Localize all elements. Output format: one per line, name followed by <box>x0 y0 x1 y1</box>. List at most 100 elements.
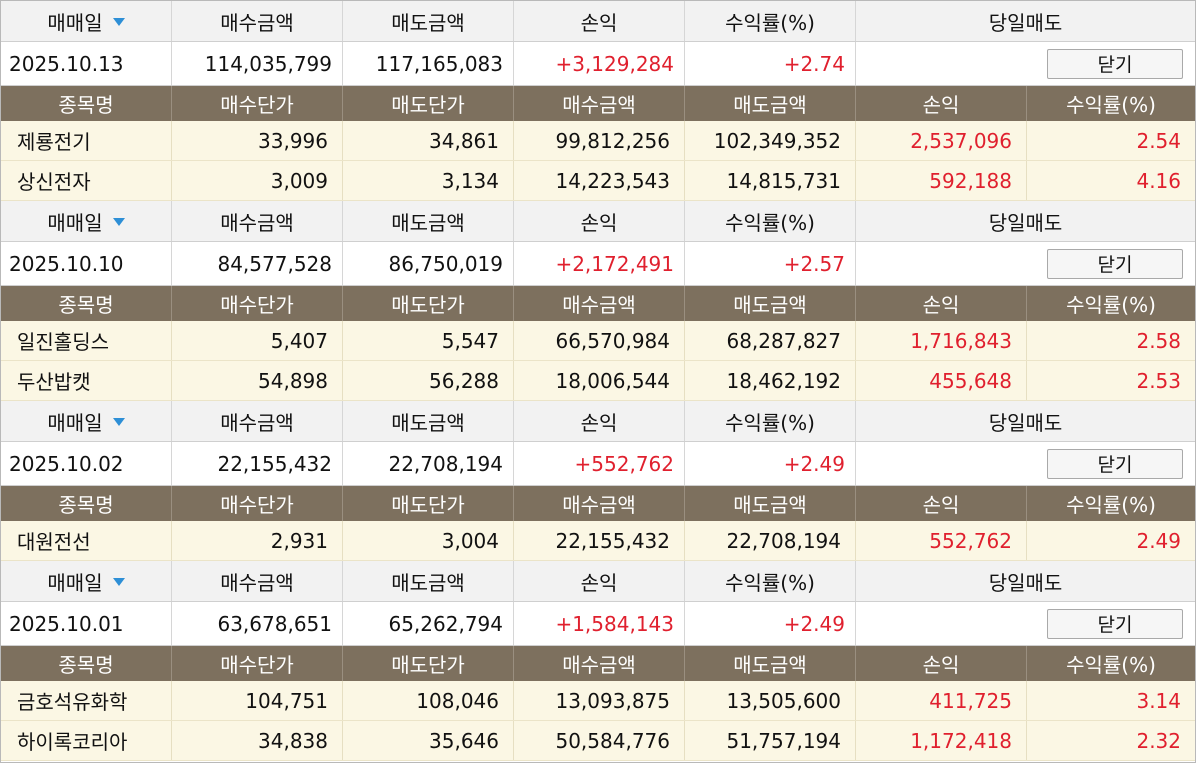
item-pnl: 455,648 <box>856 361 1027 400</box>
buy-price: 3,009 <box>172 161 343 200</box>
item-buy-amount: 66,570,984 <box>514 321 685 360</box>
buy-price-header: 매수단가 <box>172 286 343 321</box>
total-sell-amount: 86,750,019 <box>343 242 514 285</box>
total-return-pct: +2.74 <box>685 42 856 85</box>
sell-price-header: 매도단가 <box>343 86 514 121</box>
total-buy-amount: 84,577,528 <box>172 242 343 285</box>
buy-price: 33,996 <box>172 121 343 160</box>
stock-name: 상신전자 <box>1 161 172 200</box>
close-button[interactable]: 닫기 <box>1047 608 1183 639</box>
item-sell-amount: 13,505,600 <box>685 681 856 720</box>
item-pnl: 411,725 <box>856 681 1027 720</box>
buy-amount-header: 매수금액 <box>172 561 343 601</box>
item-pnl: 1,172,418 <box>856 721 1027 760</box>
total-pnl: +1,584,143 <box>514 602 685 645</box>
item-return-pct: 2.54 <box>1136 128 1181 153</box>
buy-price: 34,838 <box>172 721 343 760</box>
sell-amount-header: 매도금액 <box>343 1 514 41</box>
total-buy-amount: 63,678,651 <box>172 602 343 645</box>
same-day-sell-header: 당일매도 <box>988 570 1063 595</box>
total-pnl: +3,129,284 <box>514 42 685 85</box>
total-pnl: +2,172,491 <box>514 242 685 285</box>
item-pnl-header: 손익 <box>856 486 1027 521</box>
close-button[interactable]: 닫기 <box>1047 48 1183 79</box>
trade-date-header[interactable]: 매매일 <box>1 1 172 41</box>
trade-date-header-label: 매매일 <box>47 570 103 595</box>
stock-row[interactable]: 일진홀딩스 5,407 5,547 66,570,984 68,287,827 … <box>1 321 1195 361</box>
total-sell-amount: 65,262,794 <box>343 602 514 645</box>
buy-amount-header: 매수금액 <box>172 1 343 41</box>
sort-down-icon[interactable] <box>112 578 125 586</box>
sell-price: 5,547 <box>343 321 514 360</box>
summary-header-row: 매매일 매수금액 매도금액 손익 수익률(%) 당일매도 <box>1 201 1195 242</box>
close-button[interactable]: 닫기 <box>1047 248 1183 279</box>
stock-name: 제룡전기 <box>1 121 172 160</box>
stock-name: 하이록코리아 <box>1 721 172 760</box>
detail-header-row: 종목명 매수단가 매도단가 매수금액 매도금액 손익 수익률(%) <box>1 286 1195 321</box>
sort-down-icon[interactable] <box>112 18 125 26</box>
stock-row[interactable]: 금호석유화학 104,751 108,046 13,093,875 13,505… <box>1 681 1195 721</box>
close-button-cell: 닫기 <box>856 602 1195 645</box>
buy-amount-header: 매수금액 <box>172 401 343 441</box>
stock-name-header: 종목명 <box>1 286 172 321</box>
item-return-pct: 4.16 <box>1136 168 1181 193</box>
item-pnl: 2,537,096 <box>856 121 1027 160</box>
item-buy-amount: 22,155,432 <box>514 521 685 560</box>
stock-row[interactable]: 하이록코리아 34,838 35,646 50,584,776 51,757,1… <box>1 721 1195 761</box>
trade-date-header[interactable]: 매매일 <box>1 401 172 441</box>
return-pct-header: 수익률(%) <box>685 201 856 241</box>
stock-name: 대원전선 <box>1 521 172 560</box>
summary-header-row: 매매일 매수금액 매도금액 손익 수익률(%) 당일매도 <box>1 1 1195 42</box>
item-buy-amount: 13,093,875 <box>514 681 685 720</box>
item-return-pct: 3.14 <box>1136 688 1181 713</box>
buy-price-header: 매수단가 <box>172 646 343 681</box>
item-sell-amount: 68,287,827 <box>685 321 856 360</box>
item-pnl-header: 손익 <box>856 86 1027 121</box>
pnl-header: 손익 <box>514 561 685 601</box>
close-button[interactable]: 닫기 <box>1047 448 1183 479</box>
stock-row[interactable]: 제룡전기 33,996 34,861 99,812,256 102,349,35… <box>1 121 1195 161</box>
stock-row[interactable]: 대원전선 2,931 3,004 22,155,432 22,708,194 5… <box>1 521 1195 561</box>
stock-items: 대원전선 2,931 3,004 22,155,432 22,708,194 5… <box>1 521 1195 561</box>
sell-amount-header: 매도금액 <box>343 401 514 441</box>
stock-name-header: 종목명 <box>1 486 172 521</box>
return-pct-header: 수익률(%) <box>685 561 856 601</box>
sort-down-icon[interactable] <box>112 218 125 226</box>
total-pnl: +552,762 <box>514 442 685 485</box>
stock-items: 제룡전기 33,996 34,861 99,812,256 102,349,35… <box>1 121 1195 201</box>
buy-price: 54,898 <box>172 361 343 400</box>
detail-header-row: 종목명 매수단가 매도단가 매수금액 매도금액 손익 수익률(%) <box>1 646 1195 681</box>
summary-header-row: 매매일 매수금액 매도금액 손익 수익률(%) 당일매도 <box>1 561 1195 602</box>
sell-price: 3,004 <box>343 521 514 560</box>
trade-date-header-label: 매매일 <box>47 10 103 35</box>
pnl-header: 손익 <box>514 401 685 441</box>
stock-row[interactable]: 두산밥캣 54,898 56,288 18,006,544 18,462,192… <box>1 361 1195 401</box>
trade-date-header[interactable]: 매매일 <box>1 561 172 601</box>
stock-name-header: 종목명 <box>1 646 172 681</box>
item-pnl: 552,762 <box>856 521 1027 560</box>
trade-date: 2025.10.13 <box>1 42 172 85</box>
close-button-cell: 닫기 <box>856 242 1195 285</box>
stock-name-header: 종목명 <box>1 86 172 121</box>
buy-price-header: 매수단가 <box>172 486 343 521</box>
trade-date-header-label: 매매일 <box>47 210 103 235</box>
buy-price: 5,407 <box>172 321 343 360</box>
detail-header-row: 종목명 매수단가 매도단가 매수금액 매도금액 손익 수익률(%) <box>1 86 1195 121</box>
trade-date-header-label: 매매일 <box>47 410 103 435</box>
item-sell-amount: 51,757,194 <box>685 721 856 760</box>
item-buy-amount: 99,812,256 <box>514 121 685 160</box>
item-sell-amount: 14,815,731 <box>685 161 856 200</box>
stock-name: 일진홀딩스 <box>1 321 172 360</box>
stock-name: 금호석유화학 <box>1 681 172 720</box>
trade-day-group: 매매일 매수금액 매도금액 손익 수익률(%) 당일매도 2025.10.13 … <box>1 1 1195 201</box>
return-pct-header: 수익률(%) <box>685 1 856 41</box>
trade-date-header[interactable]: 매매일 <box>1 201 172 241</box>
sort-down-icon[interactable] <box>112 418 125 426</box>
same-day-sell-header: 당일매도 <box>988 10 1063 35</box>
trade-date: 2025.10.10 <box>1 242 172 285</box>
stock-row[interactable]: 상신전자 3,009 3,134 14,223,543 14,815,731 5… <box>1 161 1195 201</box>
sell-price: 108,046 <box>343 681 514 720</box>
item-sell-amount-header: 매도금액 <box>685 646 856 681</box>
sell-price: 35,646 <box>343 721 514 760</box>
